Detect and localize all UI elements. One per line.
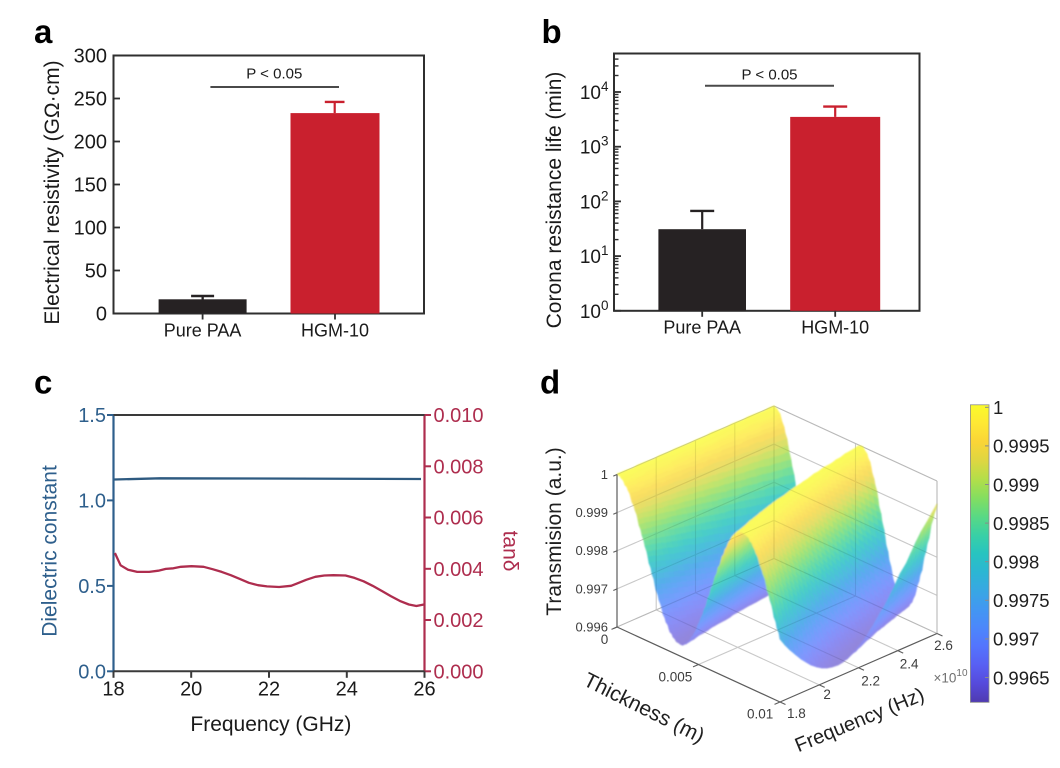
svg-text:tanδ: tanδ xyxy=(499,531,522,572)
svg-text:100: 100 xyxy=(580,298,609,323)
svg-text:Pure PAA: Pure PAA xyxy=(663,318,741,338)
svg-text:HGM-10: HGM-10 xyxy=(301,321,369,341)
svg-text:Corona resistance life (min): Corona resistance life (min) xyxy=(543,72,566,329)
svg-text:d: d xyxy=(540,364,560,401)
svg-text:0.9995: 0.9995 xyxy=(993,436,1050,457)
svg-text:0.998: 0.998 xyxy=(993,552,1039,573)
svg-text:0.997: 0.997 xyxy=(575,581,608,596)
svg-text:200: 200 xyxy=(74,132,107,154)
svg-text:0.01: 0.01 xyxy=(747,707,773,722)
svg-text:100: 100 xyxy=(74,218,107,240)
svg-text:104: 104 xyxy=(580,79,609,104)
svg-text:0.002: 0.002 xyxy=(434,610,484,632)
svg-text:18: 18 xyxy=(102,679,124,701)
svg-text:1: 1 xyxy=(601,467,608,482)
svg-text:0.9985: 0.9985 xyxy=(993,513,1050,534)
svg-text:0.005: 0.005 xyxy=(659,670,693,685)
svg-text:0.008: 0.008 xyxy=(434,456,484,478)
svg-text:0.997: 0.997 xyxy=(993,629,1039,650)
svg-text:300: 300 xyxy=(74,46,107,68)
svg-text:50: 50 xyxy=(85,261,107,283)
svg-text:0.5: 0.5 xyxy=(78,576,106,598)
svg-text:2.4: 2.4 xyxy=(900,656,919,671)
svg-text:c: c xyxy=(34,364,52,401)
svg-text:Pure PAA: Pure PAA xyxy=(164,321,242,341)
svg-text:0.999: 0.999 xyxy=(993,474,1039,495)
svg-text:24: 24 xyxy=(336,679,358,701)
svg-text:Frequency (Hz): Frequency (Hz) xyxy=(792,684,928,757)
svg-text:1.5: 1.5 xyxy=(78,405,106,427)
svg-text:0.999: 0.999 xyxy=(575,505,608,520)
svg-text:2: 2 xyxy=(823,687,831,702)
svg-text:0.000: 0.000 xyxy=(434,661,484,683)
svg-text:×1010: ×1010 xyxy=(934,668,968,686)
svg-text:1.8: 1.8 xyxy=(787,706,806,721)
svg-text:0.9975: 0.9975 xyxy=(993,590,1050,611)
svg-text:2.2: 2.2 xyxy=(861,673,880,688)
svg-text:HGM-10: HGM-10 xyxy=(801,318,869,338)
svg-text:P < 0.05: P < 0.05 xyxy=(741,67,797,84)
svg-text:20: 20 xyxy=(180,679,202,701)
svg-text:b: b xyxy=(542,13,562,50)
svg-text:0.010: 0.010 xyxy=(434,405,484,427)
svg-text:Electrical resistivity (GΩ·cm): Electrical resistivity (GΩ·cm) xyxy=(41,60,64,324)
svg-text:0.006: 0.006 xyxy=(434,508,484,530)
svg-text:101: 101 xyxy=(580,243,609,268)
svg-text:P < 0.05: P < 0.05 xyxy=(246,65,302,82)
svg-text:a: a xyxy=(34,13,53,50)
svg-text:1: 1 xyxy=(993,397,1003,418)
svg-text:2.6: 2.6 xyxy=(934,638,953,653)
svg-text:1.0: 1.0 xyxy=(78,490,106,512)
svg-text:26: 26 xyxy=(413,679,435,701)
svg-text:0.9965: 0.9965 xyxy=(993,667,1050,688)
svg-text:150: 150 xyxy=(74,175,107,197)
svg-text:0.004: 0.004 xyxy=(434,559,484,581)
svg-text:103: 103 xyxy=(580,134,609,159)
svg-text:0: 0 xyxy=(96,304,107,326)
svg-text:250: 250 xyxy=(74,89,107,111)
svg-text:0.998: 0.998 xyxy=(575,543,608,558)
svg-text:0.0: 0.0 xyxy=(78,661,106,683)
svg-text:Frequency (GHz): Frequency (GHz) xyxy=(190,713,351,736)
svg-text:0.996: 0.996 xyxy=(575,620,608,635)
svg-text:Transmision (a.u.): Transmision (a.u.) xyxy=(543,447,566,615)
svg-text:102: 102 xyxy=(580,188,609,213)
svg-text:Dielectric constant: Dielectric constant xyxy=(39,465,62,637)
svg-text:0: 0 xyxy=(601,632,609,647)
svg-text:22: 22 xyxy=(258,679,280,701)
